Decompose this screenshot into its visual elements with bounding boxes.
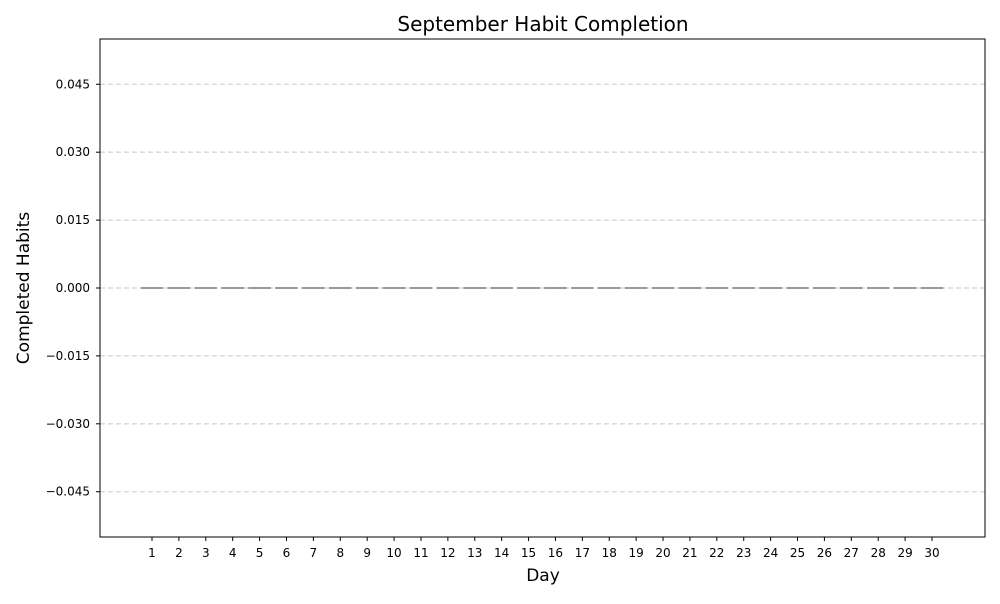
x-tick-label: 10: [386, 546, 401, 560]
x-tick-label: 25: [790, 546, 805, 560]
x-tick-label: 29: [897, 546, 912, 560]
x-tick-label: 30: [924, 546, 939, 560]
y-tick-label: 0.045: [56, 77, 90, 91]
x-tick-label: 22: [709, 546, 724, 560]
x-tick-label: 21: [682, 546, 697, 560]
y-tick-label: −0.015: [46, 349, 90, 363]
x-tick-label: 17: [575, 546, 590, 560]
x-tick-label: 23: [736, 546, 751, 560]
x-tick-label: 13: [467, 546, 482, 560]
x-tick-label: 11: [413, 546, 428, 560]
y-tick-label: 0.030: [56, 145, 90, 159]
y-axis-label: Completed Habits: [14, 212, 34, 365]
y-tick-label: −0.045: [46, 485, 90, 499]
x-tick-label: 12: [440, 546, 455, 560]
x-tick-label: 18: [602, 546, 617, 560]
x-tick-label: 4: [229, 546, 237, 560]
x-tick-label: 24: [763, 546, 778, 560]
chart-title: September Habit Completion: [397, 12, 688, 36]
x-tick-label: 7: [310, 546, 318, 560]
x-tick-label: 14: [494, 546, 509, 560]
x-tick-label: 1: [148, 546, 156, 560]
x-tick-label: 20: [655, 546, 670, 560]
y-tick-label: −0.030: [46, 417, 90, 431]
y-tick-label: 0.015: [56, 213, 90, 227]
x-tick-label: 19: [628, 546, 643, 560]
x-axis-label: Day: [526, 566, 560, 586]
x-tick-label: 28: [871, 546, 886, 560]
y-tick-label: 0.000: [56, 281, 90, 295]
x-tick-label: 5: [256, 546, 264, 560]
x-tick-label: 26: [817, 546, 832, 560]
x-tick-label: 2: [175, 546, 183, 560]
y-axis-ticks: 0.045 0.030 0.015 0.000 −0.015 −0.030 −0.045: [46, 77, 100, 498]
x-tick-label: 3: [202, 546, 210, 560]
x-tick-label: 27: [844, 546, 859, 560]
x-tick-label: 6: [283, 546, 291, 560]
x-tick-label: 16: [548, 546, 563, 560]
x-tick-label: 9: [363, 546, 371, 560]
x-tick-label: 8: [336, 546, 344, 560]
x-tick-label: 15: [521, 546, 536, 560]
